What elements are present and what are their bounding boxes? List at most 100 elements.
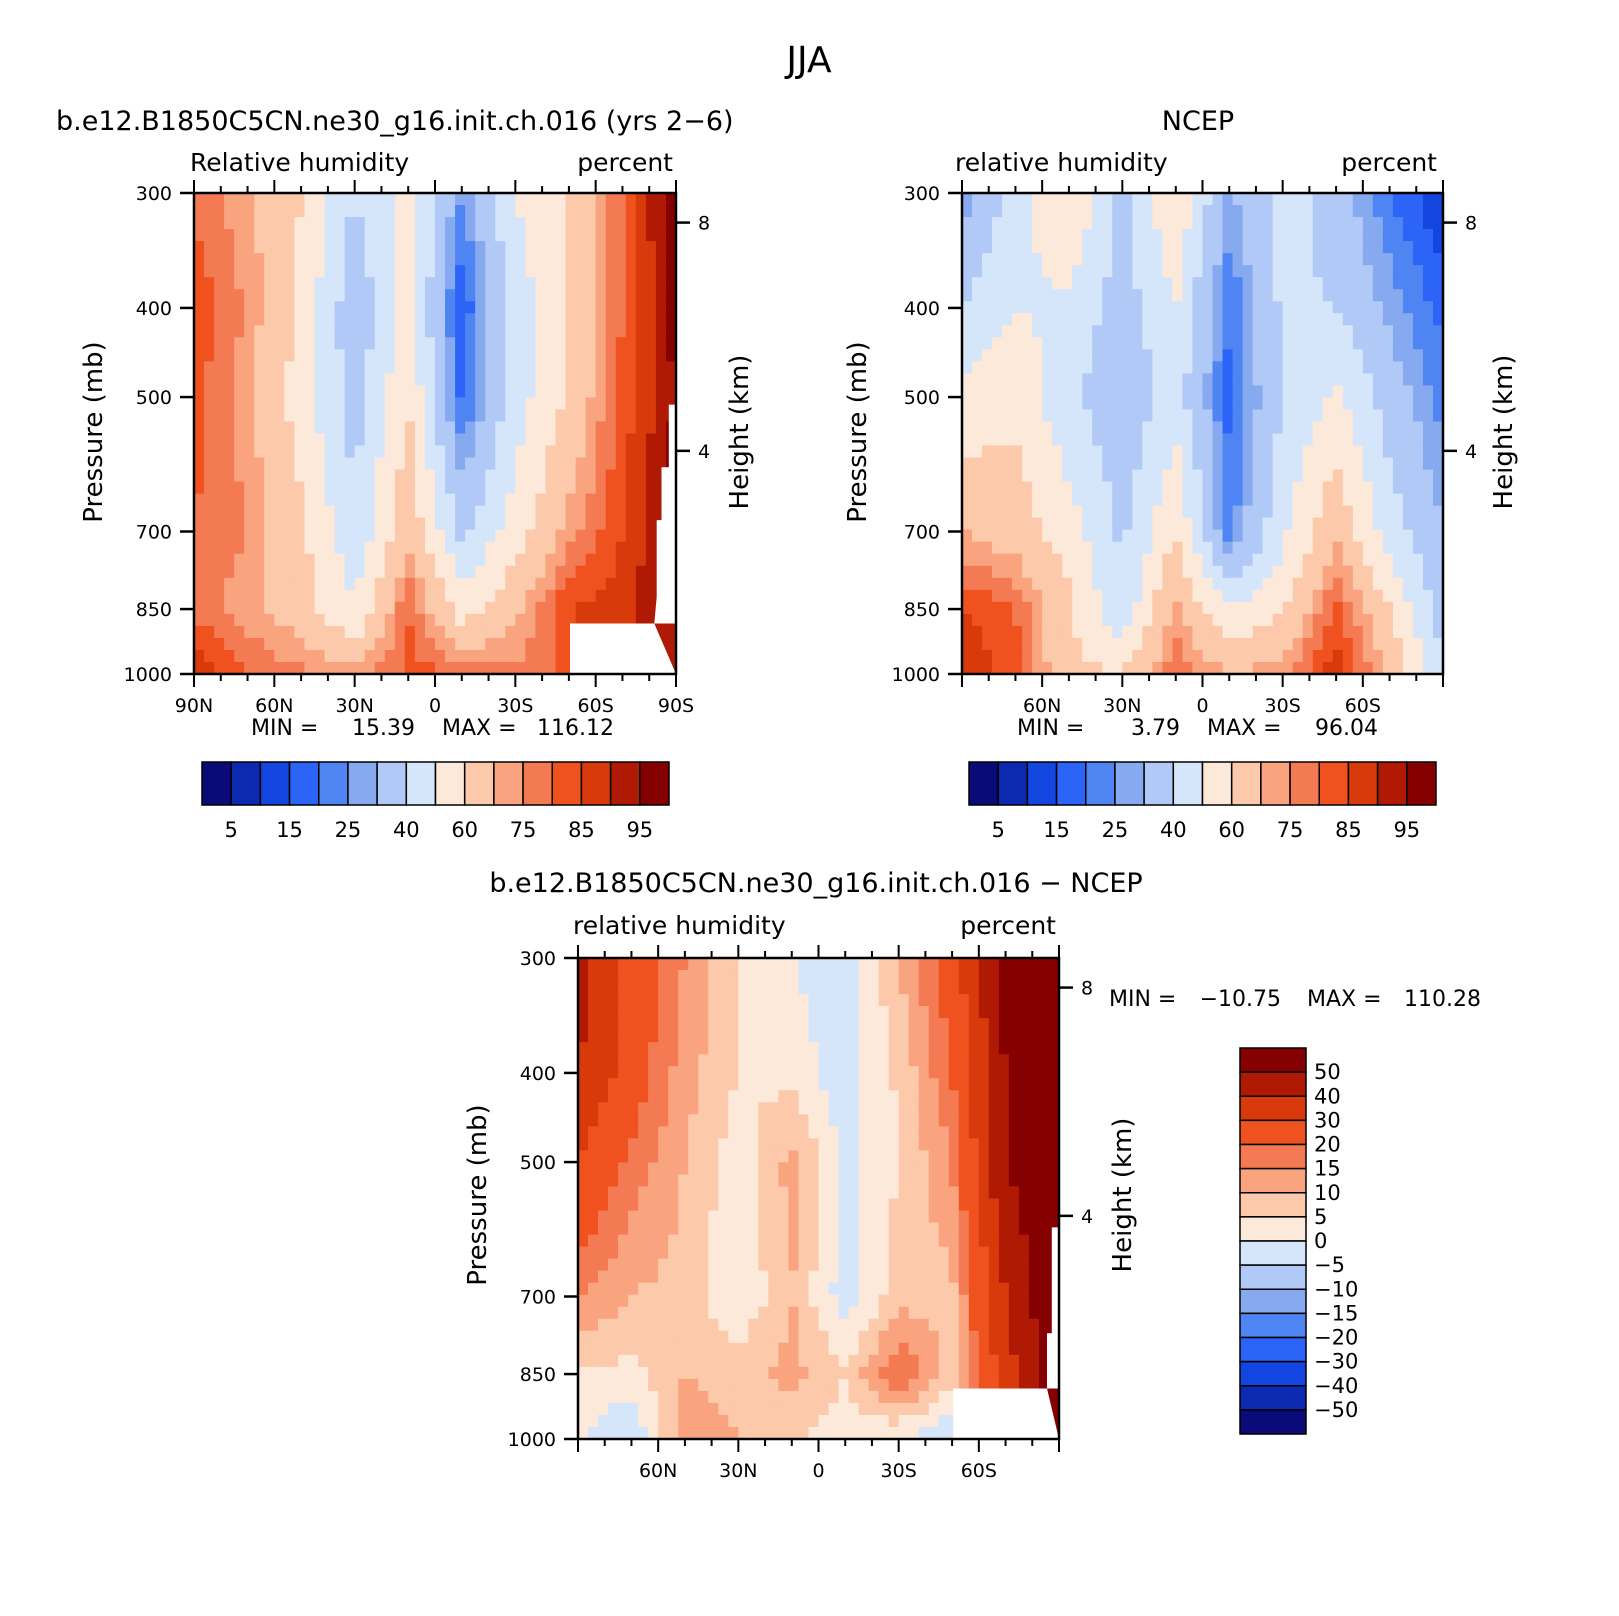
heatmap-cell: [1062, 349, 1073, 362]
heatmap-cell: [1342, 325, 1354, 338]
heatmap-cell: [1312, 349, 1324, 362]
heatmap-cell: [962, 277, 973, 290]
heatmap-cell: [254, 517, 265, 531]
heatmap-cell: [1332, 205, 1344, 218]
heatmap-cell: [1392, 325, 1404, 338]
heatmap-cell: [1302, 325, 1314, 338]
heatmap-cell: [665, 337, 677, 350]
heatmap-cell: [324, 613, 336, 627]
heatmap-cell: [595, 493, 607, 507]
heatmap-cell: [1272, 385, 1284, 399]
heatmap-cell: [1072, 337, 1083, 350]
heatmap-cell: [1342, 229, 1354, 242]
heatmap-cell: [1038, 1174, 1050, 1188]
heatmap-cell: [384, 517, 396, 531]
heatmap-cell: [244, 409, 255, 423]
heatmap-cell: [1122, 361, 1133, 374]
heatmap-cell: [998, 1186, 1010, 1200]
heatmap-cell: [254, 529, 265, 543]
heatmap-cell: [1102, 553, 1113, 567]
heatmap-cell: [394, 505, 406, 519]
heatmap-cell: [485, 481, 496, 495]
heatmap-cell: [848, 1054, 860, 1067]
heatmap-cell: [635, 289, 647, 302]
heatmap-cell: [424, 337, 436, 350]
heatmap-cell: [404, 229, 416, 242]
heatmap-cell: [1362, 553, 1374, 567]
panel-ncep-ylabel: Pressure (mb): [843, 341, 873, 522]
heatmap-cell: [1362, 565, 1374, 579]
heatmap-cell: [958, 1006, 970, 1019]
heatmap-cell: [998, 1174, 1010, 1188]
heatmap-cell: [982, 577, 993, 591]
heatmap-cell: [515, 265, 526, 278]
heatmap-cell: [344, 649, 356, 663]
heatmap-cell: [1122, 337, 1133, 350]
heatmap-cell: [1342, 217, 1354, 230]
heatmap-cell: [294, 361, 306, 374]
heatmap-cell: [1282, 373, 1294, 386]
heatmap-cell: [1292, 217, 1304, 230]
heatmap-cell: [1222, 601, 1234, 615]
heatmap-cell: [344, 517, 356, 531]
heatmap-cell: [1302, 481, 1314, 495]
heatmap-cell: [1252, 589, 1264, 603]
heatmap-cell: [788, 1042, 800, 1055]
heatmap-cell: [618, 1186, 629, 1200]
heatmap-cell: [1382, 589, 1394, 603]
heatmap-cell: [1052, 337, 1063, 350]
heatmap-cell: [1018, 1090, 1030, 1103]
heatmap-cell: [254, 661, 265, 675]
heatmap-cell: [1072, 313, 1083, 326]
heatmap-cell: [1242, 301, 1254, 314]
heatmap-cell: [578, 970, 589, 983]
heatmap-cell: [1412, 601, 1424, 615]
heatmap-cell: [445, 277, 456, 290]
heatmap-cell: [615, 205, 627, 218]
heatmap-cell: [1072, 661, 1083, 675]
heatmap-cell: [1222, 481, 1234, 495]
heatmap-cell: [1018, 1054, 1030, 1067]
heatmap-cell: [982, 205, 993, 218]
heatmap-cell: [254, 577, 265, 591]
heatmap-cell: [1012, 637, 1023, 651]
heatmap-cell: [888, 958, 900, 971]
heatmap-cell: [1232, 517, 1244, 531]
heatmap-cell: [1112, 517, 1123, 531]
heatmap-cell: [334, 601, 346, 615]
heatmap-cell: [665, 205, 677, 218]
heatmap-cell: [1382, 193, 1394, 206]
heatmap-cell: [525, 613, 537, 627]
heatmap-cell: [374, 373, 386, 386]
heatmap-cell: [998, 1138, 1010, 1152]
heatmap-cell: [364, 289, 376, 302]
heatmap-cell: [718, 1174, 729, 1188]
heatmap-cell: [1422, 193, 1434, 206]
heatmap-cell: [194, 337, 205, 350]
heatmap-cell: [1242, 289, 1254, 302]
heatmap-cell: [495, 325, 506, 338]
heatmap-cell: [908, 1066, 920, 1079]
heatmap-cell: [1032, 421, 1043, 435]
heatmap-cell: [618, 1054, 629, 1067]
heatmap-cell: [1242, 445, 1254, 459]
heatmap-cell: [1222, 385, 1234, 399]
heatmap-cell: [958, 1162, 970, 1176]
heatmap-cell: [545, 601, 557, 615]
heatmap-cell: [1322, 385, 1334, 399]
heatmap-cell: [658, 958, 669, 971]
heatmap-cell: [1182, 433, 1194, 447]
colorbar-label: 95: [626, 818, 653, 842]
heatmap-cell: [254, 625, 265, 639]
heatmap-cell: [1022, 649, 1033, 663]
heatmap-cell: [1202, 397, 1214, 411]
heatmap-cell: [1082, 325, 1093, 338]
heatmap-cell: [354, 301, 366, 314]
heatmap-cell: [1372, 409, 1384, 423]
heatmap-cell: [1032, 493, 1043, 507]
heatmap-cell: [1272, 361, 1284, 374]
heatmap-cell: [992, 637, 1003, 651]
heatmap-cell: [1202, 649, 1214, 663]
heatmap-cell: [545, 361, 557, 374]
heatmap-cell: [688, 1090, 699, 1103]
